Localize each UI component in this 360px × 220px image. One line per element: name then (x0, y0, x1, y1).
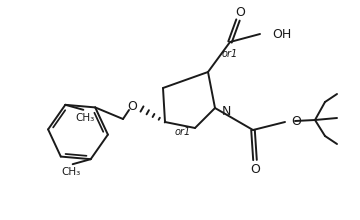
Text: OH: OH (272, 28, 291, 40)
Text: O: O (127, 99, 137, 112)
Text: or1: or1 (175, 127, 191, 137)
Text: CH₃: CH₃ (76, 113, 95, 123)
Text: O: O (291, 114, 301, 128)
Text: O: O (250, 163, 260, 176)
Text: or1: or1 (222, 49, 238, 59)
Text: CH₃: CH₃ (61, 167, 80, 177)
Text: O: O (235, 6, 245, 18)
Text: N: N (222, 104, 231, 117)
